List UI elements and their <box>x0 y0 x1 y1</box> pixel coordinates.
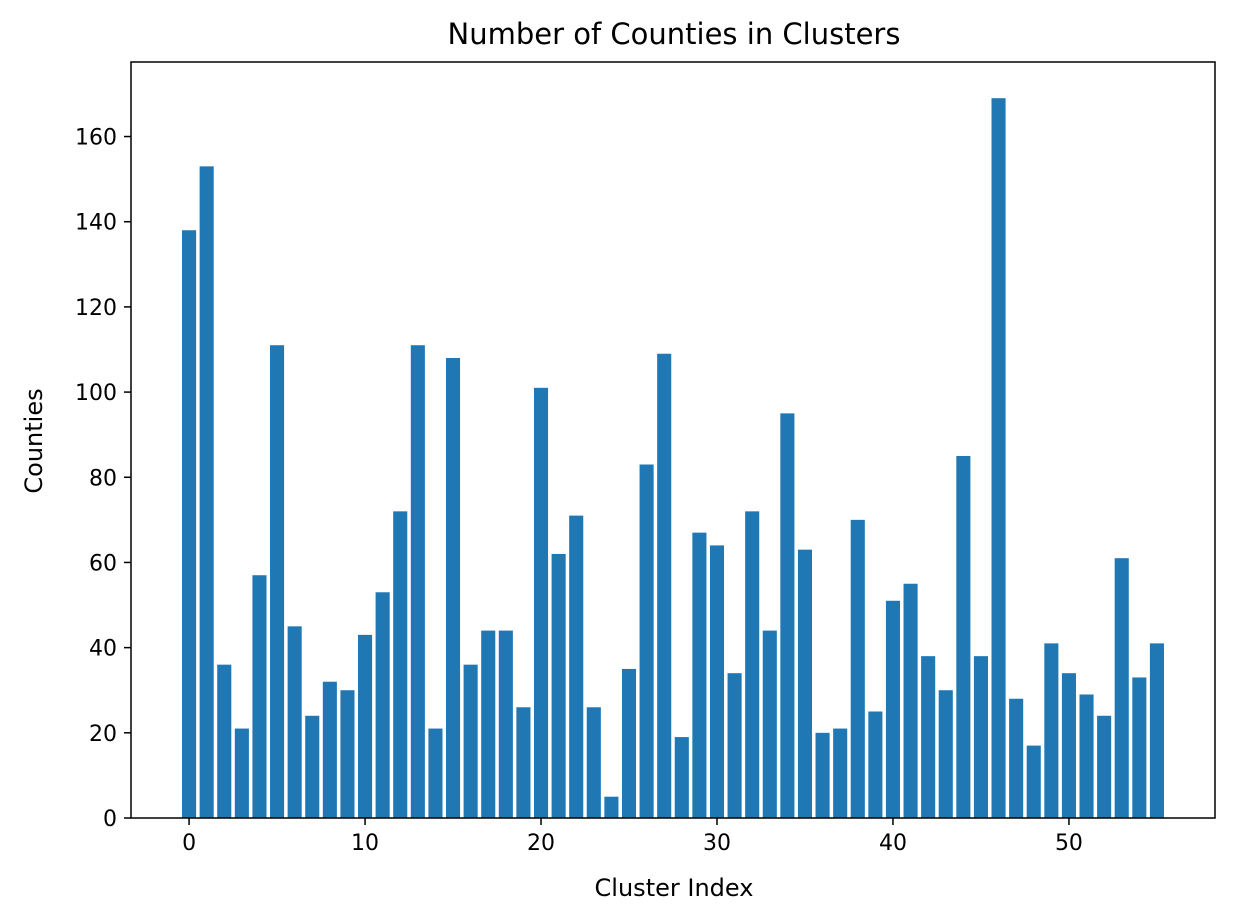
bar-cluster-33 <box>762 630 777 818</box>
bar-cluster-51 <box>1079 694 1094 818</box>
bar-cluster-19 <box>516 707 531 818</box>
bar-cluster-0 <box>182 230 197 819</box>
bar-cluster-7 <box>305 715 320 818</box>
plot-frame <box>130 61 1216 819</box>
bar-cluster-31 <box>727 673 742 818</box>
bar-cluster-41 <box>903 583 918 818</box>
bar-cluster-52 <box>1097 715 1112 818</box>
bar-cluster-55 <box>1149 643 1164 818</box>
bar-cluster-49 <box>1044 643 1059 818</box>
bar-cluster-16 <box>463 664 478 818</box>
y-tick-label: 80 <box>89 466 117 491</box>
bar-cluster-43 <box>938 690 953 818</box>
y-tick-label: 40 <box>89 637 117 662</box>
bar-cluster-32 <box>745 511 760 818</box>
bar-cluster-17 <box>481 630 496 818</box>
bar-cluster-40 <box>885 600 901 818</box>
bar-cluster-3 <box>234 728 249 818</box>
bar-cluster-44 <box>956 455 971 818</box>
bar-cluster-35 <box>797 549 813 818</box>
x-tick-label: 20 <box>527 831 555 856</box>
y-tick-label: 20 <box>89 722 117 747</box>
x-tick-label: 0 <box>182 831 196 856</box>
y-tick-label: 0 <box>103 807 117 832</box>
bar-cluster-26 <box>639 464 654 818</box>
bar-cluster-37 <box>833 728 848 818</box>
bar-cluster-12 <box>393 511 408 818</box>
bar-cluster-38 <box>850 519 865 818</box>
bar-cluster-24 <box>604 796 619 818</box>
bar-cluster-46 <box>991 98 1006 818</box>
bar-cluster-29 <box>692 532 707 818</box>
bar-cluster-21 <box>551 553 566 818</box>
bar-cluster-54 <box>1132 677 1147 818</box>
bars-group <box>182 98 1164 819</box>
bar-cluster-2 <box>217 664 232 818</box>
bar-cluster-30 <box>709 545 725 818</box>
bar-cluster-47 <box>1009 698 1024 818</box>
chart-title: Number of Counties in Clusters <box>448 17 901 51</box>
bar-cluster-9 <box>340 690 355 818</box>
bar-cluster-42 <box>921 656 936 818</box>
bar-cluster-39 <box>868 711 883 818</box>
bar-cluster-22 <box>569 515 584 818</box>
bar-cluster-28 <box>674 737 689 818</box>
bar-cluster-48 <box>1026 745 1041 818</box>
bar-cluster-23 <box>586 707 601 818</box>
y-axis-label: Counties <box>20 388 48 493</box>
bar-cluster-10 <box>358 634 373 818</box>
bar-cluster-1 <box>199 166 214 819</box>
y-tick-label: 100 <box>75 381 117 406</box>
bar-cluster-25 <box>621 668 637 818</box>
bar-cluster-45 <box>973 656 988 818</box>
bar-cluster-11 <box>375 592 390 818</box>
bar-cluster-53 <box>1114 558 1129 818</box>
bar-cluster-27 <box>657 353 672 818</box>
x-tick-label: 10 <box>351 831 379 856</box>
bar-cluster-4 <box>252 575 267 818</box>
bar-cluster-13 <box>410 345 425 818</box>
x-tick-label: 30 <box>703 831 731 856</box>
y-tick-label: 120 <box>75 296 117 321</box>
y-axis-ticks: 0 20 40 60 80 100 120 140 160 <box>75 126 131 832</box>
y-tick-label: 140 <box>75 211 117 236</box>
bar-cluster-18 <box>498 630 513 818</box>
y-tick-label: 60 <box>89 551 117 576</box>
x-axis-label: Cluster Index <box>595 874 754 902</box>
bar-cluster-20 <box>533 387 549 818</box>
bar-cluster-36 <box>815 732 830 818</box>
bar-cluster-6 <box>287 626 302 818</box>
x-tick-label: 40 <box>879 831 907 856</box>
x-tick-label: 50 <box>1055 831 1083 856</box>
bar-cluster-5 <box>270 345 285 818</box>
y-tick-label: 160 <box>75 126 117 151</box>
bar-cluster-15 <box>445 358 461 818</box>
bar-cluster-34 <box>780 413 795 818</box>
x-axis-ticks: 0 10 20 30 40 50 <box>182 818 1083 856</box>
bar-cluster-8 <box>322 681 337 818</box>
bar-cluster-50 <box>1061 673 1076 818</box>
bar-cluster-14 <box>428 728 443 818</box>
